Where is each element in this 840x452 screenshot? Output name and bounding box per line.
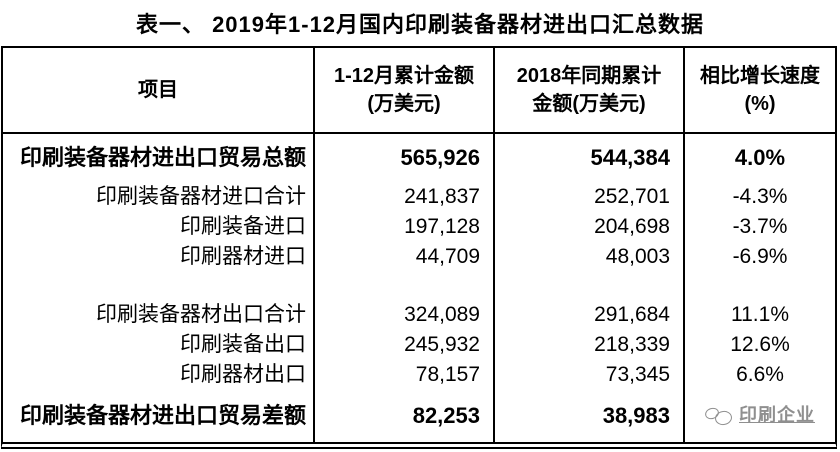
column-header-amount-2019: 1-12月累计金额 (万美元) — [315, 48, 495, 134]
spacer-row-cell — [3, 272, 315, 300]
amount-2019-cell: 324,089 — [315, 300, 495, 330]
column-header-amount-2018: 2018年同期累计 金额(万美元) — [495, 48, 685, 134]
amount-2019-cell: 241,837 — [315, 182, 495, 212]
spacer-row-cell — [495, 272, 685, 300]
spacer-row-cell — [315, 272, 495, 300]
row-label: 印刷装备器材进出口贸易差额 — [3, 390, 315, 442]
amount-2018-cell: 218,339 — [495, 330, 685, 360]
amount-2019-cell: 197,128 — [315, 212, 495, 242]
row-label: 印刷装备出口 — [3, 330, 315, 360]
header-label-line1: 1-12月累计金额 — [333, 65, 475, 87]
summary-data-table: 项目 1-12月累计金额 (万美元) 2018年同期累计 金额(万美元) 相比增… — [1, 46, 837, 449]
growth-cell: 11.1% — [731, 303, 789, 327]
amount-2019-cell: 78,157 — [315, 360, 495, 390]
watermark-logo: 印刷企业 — [703, 405, 815, 427]
amount-2018-cell: 204,698 — [495, 212, 685, 242]
header-label-line1: 相比增长速度 — [700, 65, 820, 87]
column-header-growth: 相比增长速度 (%) — [685, 48, 835, 134]
amount-2018-cell: 38,983 — [495, 390, 685, 442]
header-label-line1: 2018年同期累计 — [516, 65, 662, 87]
header-label-line2: (%) — [744, 93, 776, 115]
header-label-line2: 金额(万美元) — [532, 93, 646, 115]
amount-2018-cell: 48,003 — [495, 242, 685, 272]
growth-cell: -3.7% — [732, 215, 788, 239]
growth-cell: 6.6% — [736, 363, 784, 387]
row-label: 印刷装备进口 — [3, 212, 315, 242]
spacer-row-cell — [685, 272, 835, 300]
row-label: 印刷器材出口 — [3, 360, 315, 390]
growth-cell: 12.6% — [730, 333, 790, 357]
amount-2019-cell: 565,926 — [315, 134, 495, 182]
amount-2019-cell: 44,709 — [315, 242, 495, 272]
header-label: 项目 — [138, 79, 178, 101]
amount-2018-cell: 73,345 — [495, 360, 685, 390]
row-label: 印刷装备器材出口合计 — [3, 300, 315, 330]
amount-2018-cell: 252,701 — [495, 182, 685, 212]
row-label: 印刷器材进口 — [3, 242, 315, 272]
amount-2018-cell: 544,384 — [495, 134, 685, 182]
amount-2019-cell: 82,253 — [315, 390, 495, 442]
growth-cell: -6.9% — [732, 245, 788, 269]
amount-2019-cell: 245,932 — [315, 330, 495, 360]
row-label: 印刷装备器材进口合计 — [3, 182, 315, 212]
column-header-item: 项目 — [3, 48, 315, 134]
watermark-text: 印刷企业 — [739, 405, 815, 426]
watermark-swoosh-icon — [703, 406, 735, 427]
growth-cell: 4.0% — [734, 144, 786, 170]
table-title: 表一、 2019年1-12月国内印刷装备器材进出口汇总数据 — [135, 12, 705, 37]
growth-cell: 印刷企业 — [685, 390, 835, 442]
growth-cell: -4.3% — [732, 185, 788, 209]
header-label-line2: (万美元) — [367, 93, 441, 115]
row-label: 印刷装备器材进出口贸易总额 — [3, 134, 315, 182]
amount-2018-cell: 291,684 — [495, 300, 685, 330]
